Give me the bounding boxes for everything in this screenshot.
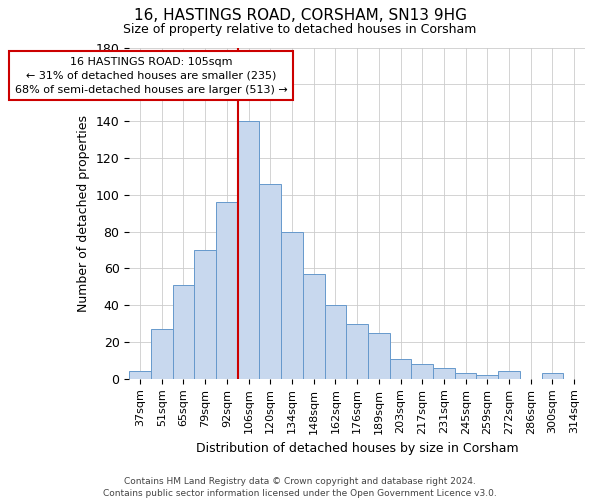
Bar xyxy=(173,285,194,379)
Bar xyxy=(325,305,346,379)
Text: Contains HM Land Registry data © Crown copyright and database right 2024.
Contai: Contains HM Land Registry data © Crown c… xyxy=(103,476,497,498)
Text: 16 HASTINGS ROAD: 105sqm
← 31% of detached houses are smaller (235)
68% of semi-: 16 HASTINGS ROAD: 105sqm ← 31% of detach… xyxy=(14,56,287,94)
Text: 16, HASTINGS ROAD, CORSHAM, SN13 9HG: 16, HASTINGS ROAD, CORSHAM, SN13 9HG xyxy=(133,8,467,22)
Bar xyxy=(194,250,216,379)
Bar xyxy=(259,184,281,379)
Bar xyxy=(238,121,259,379)
Bar xyxy=(303,274,325,379)
Bar xyxy=(412,364,433,379)
Bar xyxy=(368,333,389,379)
Bar xyxy=(433,368,455,379)
Bar xyxy=(151,329,173,379)
Bar xyxy=(346,324,368,379)
Bar xyxy=(455,374,476,379)
Bar xyxy=(129,372,151,379)
X-axis label: Distribution of detached houses by size in Corsham: Distribution of detached houses by size … xyxy=(196,442,518,455)
Bar xyxy=(498,372,520,379)
Text: Size of property relative to detached houses in Corsham: Size of property relative to detached ho… xyxy=(124,22,476,36)
Bar xyxy=(281,232,303,379)
Y-axis label: Number of detached properties: Number of detached properties xyxy=(77,114,90,312)
Bar xyxy=(216,202,238,379)
Bar xyxy=(389,358,412,379)
Bar xyxy=(542,374,563,379)
Bar xyxy=(476,375,498,379)
